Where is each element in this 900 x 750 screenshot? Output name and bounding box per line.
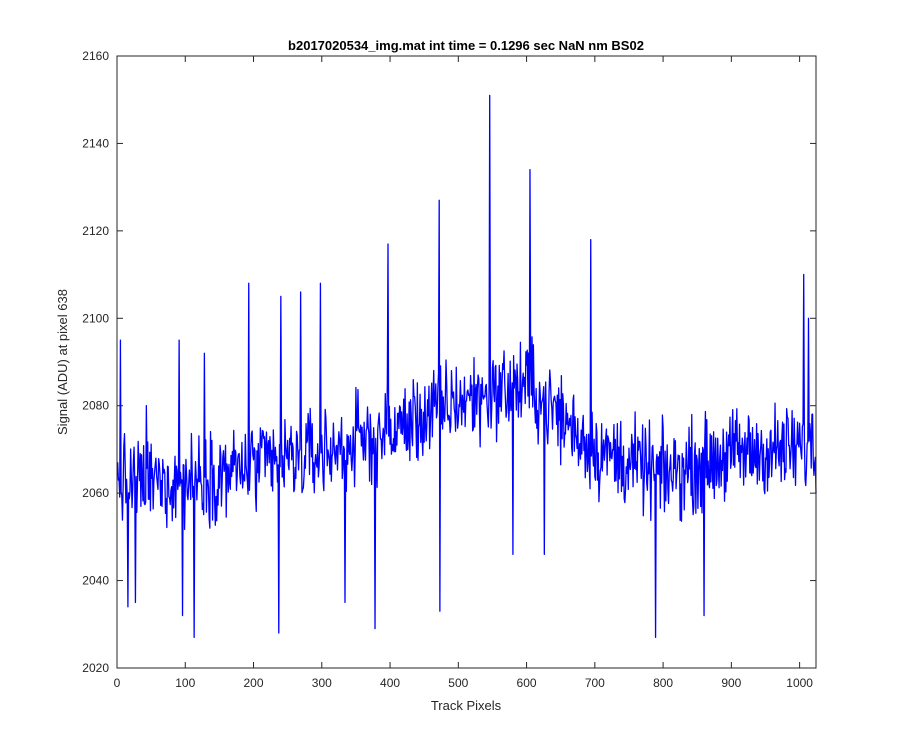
y-tick-label: 2140 xyxy=(82,136,109,150)
x-tick-label: 200 xyxy=(244,676,264,690)
x-tick-label: 900 xyxy=(721,676,741,690)
y-tick-label: 2160 xyxy=(82,49,109,63)
axes-box xyxy=(116,55,817,669)
chart-title: b2017020534_img.mat int time = 0.1296 se… xyxy=(288,38,644,53)
plot-area xyxy=(117,56,816,668)
x-tick-label: 400 xyxy=(380,676,400,690)
x-tick-label: 500 xyxy=(448,676,468,690)
x-tick-label: 1000 xyxy=(786,676,813,690)
y-tick-label: 2100 xyxy=(82,311,109,325)
x-axis-label: Track Pixels xyxy=(431,698,502,713)
y-tick-label: 2040 xyxy=(82,574,109,588)
x-tick-label: 100 xyxy=(175,676,195,690)
y-tick-label: 2060 xyxy=(82,486,109,500)
y-tick-label: 2080 xyxy=(82,399,109,413)
x-tick-label: 300 xyxy=(312,676,332,690)
x-tick-label: 700 xyxy=(585,676,605,690)
x-tick-label: 800 xyxy=(653,676,673,690)
x-tick-label: 600 xyxy=(517,676,537,690)
x-tick-label: 0 xyxy=(114,676,121,690)
y-tick-label: 2020 xyxy=(82,661,109,675)
x-axis-ticks: 0 100 200 300 400 500 600 700 800 900 1000 xyxy=(114,56,813,690)
signal-series-line xyxy=(117,94,817,639)
series-layer xyxy=(117,94,817,639)
y-axis-label: Signal (ADU) at pixel 638 xyxy=(55,289,70,435)
y-tick-label: 2120 xyxy=(82,224,109,238)
y-axis-ticks: 2020 2040 2060 2080 2100 2120 2140 2160 xyxy=(82,49,816,675)
